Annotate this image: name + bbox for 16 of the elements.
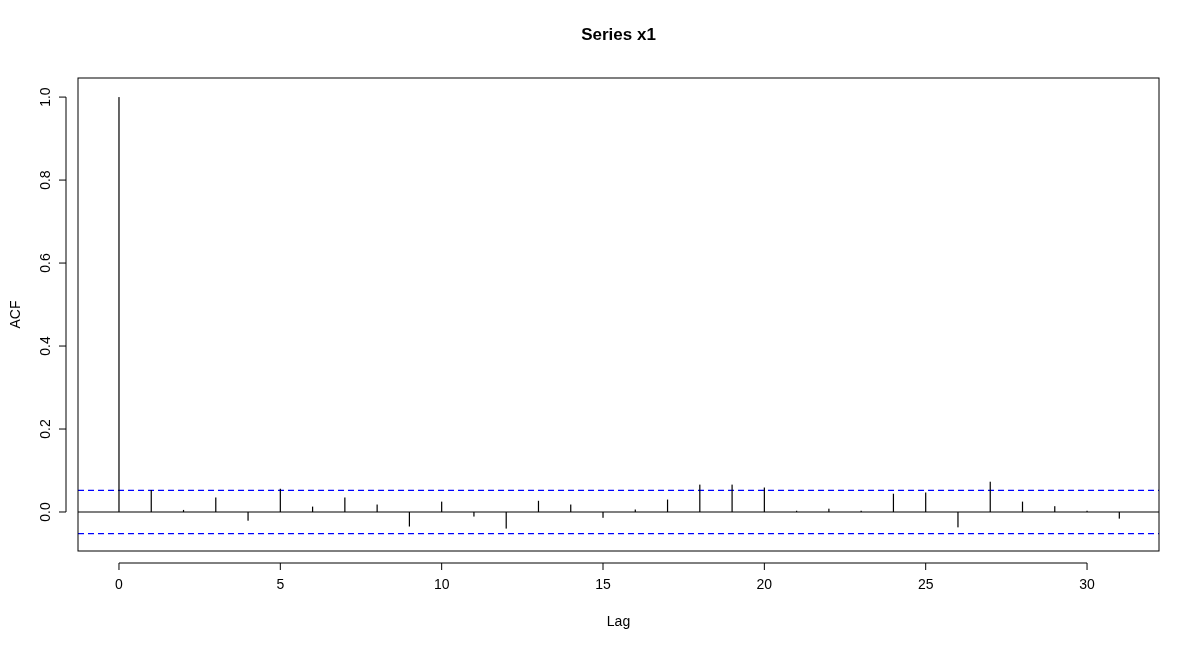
y-tick-label: 0.8 — [37, 170, 53, 190]
chart-title: Series x1 — [581, 25, 656, 44]
x-tick-label: 0 — [115, 576, 124, 592]
y-axis-title: ACF — [7, 300, 23, 329]
x-tick-label: 20 — [756, 576, 773, 592]
y-tick-label: 0.0 — [37, 502, 53, 522]
x-tick-label: 15 — [595, 576, 612, 592]
x-tick-label: 25 — [917, 576, 934, 592]
x-axis-title: Lag — [606, 613, 631, 629]
y-tick-label: 0.4 — [37, 336, 53, 356]
x-tick-label: 30 — [1079, 576, 1096, 592]
y-tick-label: 0.6 — [37, 253, 53, 273]
y-tick-label: 1.0 — [37, 87, 53, 107]
x-tick-label: 10 — [433, 576, 450, 592]
y-tick-label: 0.2 — [37, 419, 53, 439]
x-tick-label: 5 — [276, 576, 285, 592]
